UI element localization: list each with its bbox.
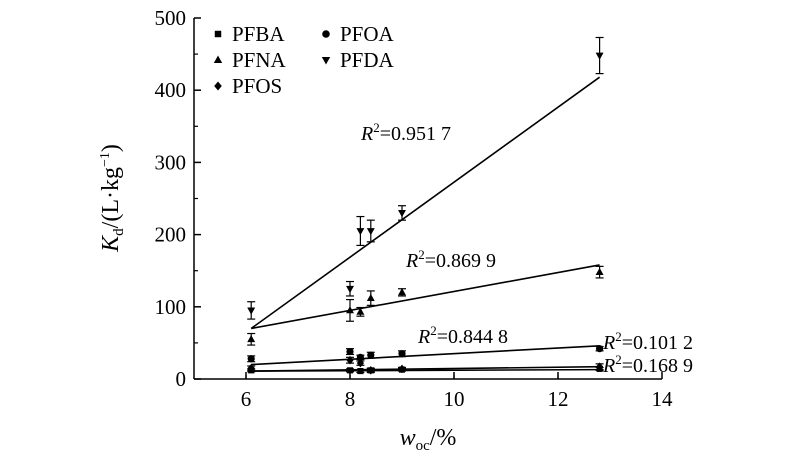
y-tick-label: 100 xyxy=(155,295,187,319)
data-point-pfda xyxy=(366,228,375,236)
legend-item-pfda: PFDA xyxy=(321,48,395,72)
fit-line-pfna xyxy=(251,264,600,330)
fit-line-pfos xyxy=(251,365,600,372)
x-tick-label: 12 xyxy=(548,387,569,411)
data-point-pfna xyxy=(398,288,406,296)
series-pfos xyxy=(247,355,604,375)
legend-marker xyxy=(322,30,330,38)
data-point-pfos xyxy=(398,364,406,374)
legend-marker xyxy=(213,55,223,64)
axes: 6 8 10 12 14 0 100 200 300 400 500 xyxy=(155,6,674,411)
legend-marker xyxy=(214,81,222,91)
y-axis-title: Kd/(L·kg−1) xyxy=(98,144,127,253)
data-point-pfna xyxy=(595,267,604,276)
legend-label: PFNA xyxy=(232,48,287,72)
data-point-pfna xyxy=(366,293,375,302)
data-point-pfos xyxy=(356,358,364,368)
r-squared-label: R2=0.844 8 xyxy=(417,323,508,348)
x-tick-label: 8 xyxy=(345,387,356,411)
y-tick-label: 400 xyxy=(155,78,187,102)
legend-label: PFBA xyxy=(232,22,285,46)
data-point-pfda xyxy=(247,307,256,315)
data-point-pfda xyxy=(398,210,406,218)
r-squared-label: R2=0.951 7 xyxy=(360,120,451,145)
x-axis-title: woc/% xyxy=(400,425,457,454)
legend-label: PFOS xyxy=(232,74,282,98)
legend-label: PFOA xyxy=(340,22,395,46)
data-point-pfda xyxy=(595,52,604,60)
x-tick-label: 6 xyxy=(241,387,252,411)
data-point-pfda xyxy=(356,228,365,236)
data-point-pfna xyxy=(247,334,256,343)
y-tick-label: 200 xyxy=(155,223,187,247)
data-point-pfoa xyxy=(367,351,375,359)
data-point-pfna xyxy=(346,306,354,314)
r-squared-label: R2=0.168 9 xyxy=(602,352,693,377)
legend-item-pfos: PFOS xyxy=(214,74,282,98)
data-point-pfos xyxy=(346,355,354,365)
x-tick-label: 10 xyxy=(444,387,465,411)
y-tick-label: 500 xyxy=(155,6,187,30)
legend-marker xyxy=(214,30,222,38)
legend: PFBA PFOA PFNA PFDA PFOS xyxy=(213,22,395,98)
data-point-pfda xyxy=(346,285,354,294)
annotations: R2=0.951 7 R2=0.869 9 R2=0.844 8 R2=0.101 2… xyxy=(360,120,693,377)
data-point-pfba xyxy=(357,367,364,375)
series-pfoa xyxy=(247,344,604,366)
plot-area xyxy=(247,36,604,375)
data-point-pfos xyxy=(247,363,255,373)
r-squared-label: R2=0.869 9 xyxy=(405,247,496,272)
data-point-pfoa xyxy=(398,350,406,358)
series-pfda xyxy=(247,36,604,330)
fit-line-pfoa xyxy=(251,344,600,366)
legend-item-pfna: PFNA xyxy=(213,48,287,72)
r-squared-label: R2=0.101 2 xyxy=(602,329,693,354)
legend-item-pfba: PFBA xyxy=(214,22,285,46)
data-point-pfos xyxy=(596,362,604,372)
axis-titles: woc/% Kd/(L·kg−1) xyxy=(98,144,456,454)
y-tick-label: 300 xyxy=(155,150,187,174)
data-point-pfna xyxy=(356,307,365,315)
y-tick-label: 0 xyxy=(176,367,187,391)
data-point-pfoa xyxy=(356,353,364,361)
legend-item-pfoa: PFOA xyxy=(322,22,395,46)
legend-marker xyxy=(321,56,331,65)
x-tick-label: 14 xyxy=(652,387,674,411)
data-point-pfoa xyxy=(596,345,604,353)
fit-line-pfda xyxy=(250,76,601,330)
data-point-pfos xyxy=(367,366,375,375)
series-pfna xyxy=(247,264,604,346)
data-point-pfoa xyxy=(346,347,354,356)
legend-label: PFDA xyxy=(340,48,395,72)
data-point-pfoa xyxy=(247,355,255,363)
